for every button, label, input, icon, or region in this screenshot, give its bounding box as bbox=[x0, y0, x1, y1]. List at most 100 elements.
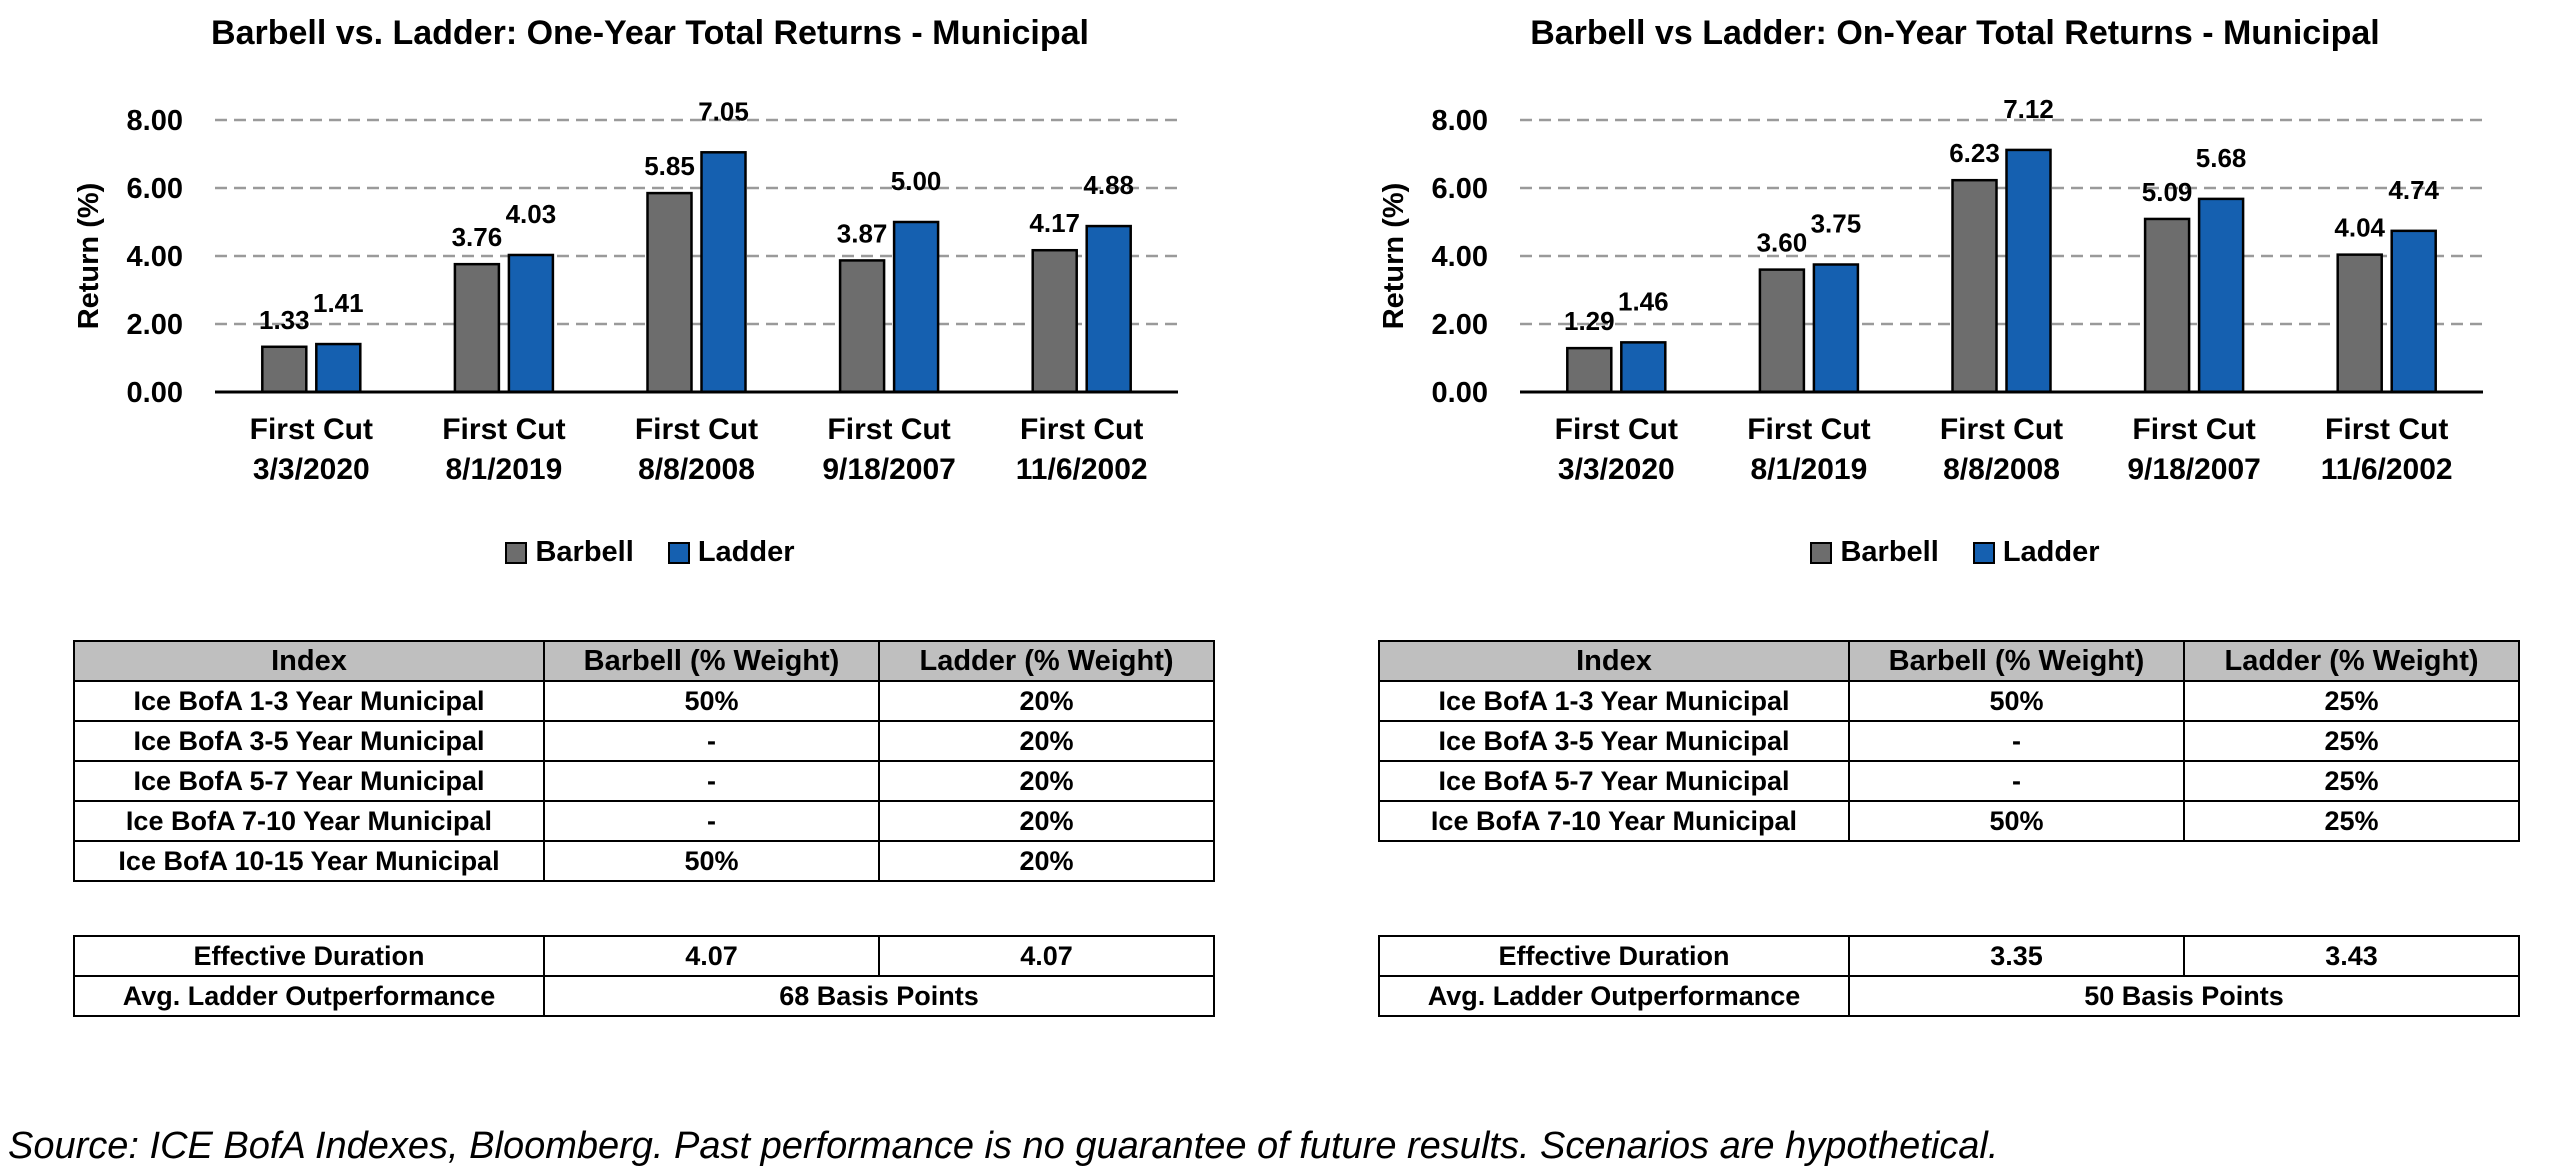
barbell-weight-cell: 50% bbox=[543, 840, 880, 882]
legend-label-ladder: Ladder bbox=[2002, 536, 2100, 568]
ladder-weight-cell: 25% bbox=[2183, 720, 2520, 762]
barbell-weight-cell: - bbox=[1848, 720, 2185, 762]
ladder-weight-cell: 20% bbox=[878, 760, 1215, 802]
y-tick-label: 6.00 bbox=[1432, 173, 1488, 205]
y-tick-label: 0.00 bbox=[127, 377, 183, 409]
barbell-weight-cell: - bbox=[543, 720, 880, 762]
table-row: Ice BofA 7-10 Year Municipal -20% bbox=[73, 800, 1215, 842]
y-tick-label: 8.00 bbox=[127, 105, 183, 137]
barbell-weight-cell: - bbox=[543, 800, 880, 842]
x-tick-label: First Cut bbox=[635, 413, 758, 446]
ladder-weight-cell: 25% bbox=[2183, 800, 2520, 842]
index-name-cell: Ice BofA 3-5 Year Municipal bbox=[73, 720, 545, 762]
header-index: Index bbox=[73, 640, 545, 682]
bar-chart: 0.00 2.00 4.00 6.00 8.00 Return (%) 1.29 3.60 6.… bbox=[1378, 94, 2483, 486]
bar-ladder bbox=[2390, 229, 2437, 394]
data-label: 5.85 bbox=[644, 151, 695, 181]
outperformance-label: Avg. Ladder Outperformance bbox=[73, 975, 545, 1017]
bar-barbell bbox=[1031, 248, 1078, 394]
bar-ladder bbox=[892, 220, 940, 394]
data-label: 4.88 bbox=[1083, 170, 1134, 200]
effective-duration-ladder: 4.07 bbox=[878, 935, 1215, 977]
x-tick-label: 3/3/2020 bbox=[1558, 453, 1675, 486]
bar-ladder bbox=[315, 342, 362, 394]
effective-duration-barbell: 4.07 bbox=[543, 935, 880, 977]
bar-barbell bbox=[1951, 178, 1998, 394]
table-row: Ice BofA 5-7 Year Municipal -20% bbox=[73, 760, 1215, 802]
effective-duration-label: Effective Duration bbox=[1378, 935, 1850, 977]
x-tick-label: 8/1/2019 bbox=[446, 453, 563, 486]
bar-barbell bbox=[453, 262, 501, 394]
bar-chart: 0.00 2.00 4.00 6.00 8.00 Return (%) 1.33 3.76 5.… bbox=[73, 96, 1178, 486]
weights-table: Index Barbell (% Weight) Ladder (% Weigh… bbox=[73, 640, 1215, 882]
x-tick-label: First Cut bbox=[827, 413, 950, 446]
effective-duration-row: Effective Duration 3.35 3.43 bbox=[1378, 935, 2520, 977]
legend-item-barbell: Barbell bbox=[505, 536, 634, 569]
x-tick-label: 11/6/2002 bbox=[2321, 453, 2453, 486]
bar-barbell bbox=[838, 259, 886, 394]
legend-swatch-barbell bbox=[1810, 541, 1833, 564]
bar-ladder bbox=[1085, 224, 1132, 394]
data-label: 3.75 bbox=[1811, 209, 1862, 239]
chart-legend: Barbell Ladder bbox=[1345, 536, 2560, 569]
table-row: Ice BofA 3-5 Year Municipal -20% bbox=[73, 720, 1215, 762]
bar-barbell bbox=[646, 191, 693, 394]
x-tick-label: 3/3/2020 bbox=[253, 453, 370, 486]
data-label: 4.04 bbox=[2334, 213, 2385, 243]
barbell-weight-cell: - bbox=[1848, 760, 2185, 802]
y-tick-label: 4.00 bbox=[127, 241, 183, 273]
index-name-cell: Ice BofA 1-3 Year Municipal bbox=[73, 680, 545, 722]
table-row: Ice BofA 10-15 Year Municipal 50% 20% bbox=[73, 840, 1215, 882]
effective-duration-row: Effective Duration 4.07 4.07 bbox=[73, 935, 1215, 977]
index-name-cell: Ice BofA 10-15 Year Municipal bbox=[73, 840, 545, 882]
legend-label-barbell: Barbell bbox=[1840, 536, 1939, 568]
table-row: Ice BofA 3-5 Year Municipal -25% bbox=[1378, 720, 2520, 762]
bar-ladder bbox=[1620, 341, 1667, 394]
header-ladder: Ladder (% Weight) bbox=[878, 640, 1215, 682]
data-label: 1.33 bbox=[259, 305, 310, 335]
ladder-weight-cell: 20% bbox=[878, 840, 1215, 882]
x-tick-label: First Cut bbox=[1020, 413, 1143, 446]
summary-table: Effective Duration 3.35 3.43 Avg. Ladder… bbox=[1378, 935, 2520, 1017]
barbell-weight-cell: 50% bbox=[543, 680, 880, 722]
data-label: 7.12 bbox=[2003, 94, 2054, 124]
table-header-row: Index Barbell (% Weight) Ladder (% Weigh… bbox=[73, 640, 1215, 682]
data-label: 4.17 bbox=[1029, 208, 1080, 238]
outperformance-row: Avg. Ladder Outperformance 68 Basis Poin… bbox=[73, 975, 1215, 1017]
table-row: Ice BofA 7-10 Year Municipal 50% 25% bbox=[1378, 800, 2520, 842]
bar-barbell bbox=[261, 345, 308, 394]
legend-label-barbell: Barbell bbox=[535, 536, 634, 568]
effective-duration-ladder: 3.43 bbox=[2183, 935, 2520, 977]
table-row: Ice BofA 5-7 Year Municipal -25% bbox=[1378, 760, 2520, 802]
header-barbell: Barbell (% Weight) bbox=[543, 640, 880, 682]
y-tick-label: 2.00 bbox=[1432, 309, 1488, 341]
data-label: 1.46 bbox=[1618, 286, 1669, 316]
bar-barbell bbox=[1758, 268, 1806, 394]
y-tick-label: 8.00 bbox=[1432, 105, 1488, 137]
chart-title: Barbell vs Ladder: On-Year Total Returns… bbox=[1530, 14, 2380, 52]
x-tick-label: First Cut bbox=[250, 413, 373, 446]
bar-ladder bbox=[2197, 197, 2245, 394]
weights-table: Index Barbell (% Weight) Ladder (% Weigh… bbox=[1378, 640, 2520, 842]
y-axis-label: Return (%) bbox=[73, 183, 105, 330]
x-tick-label: First Cut bbox=[1555, 413, 1678, 446]
ladder-weight-cell: 20% bbox=[878, 720, 1215, 762]
barbell-weight-cell: 50% bbox=[1848, 800, 2185, 842]
data-label: 1.41 bbox=[313, 288, 364, 318]
index-name-cell: Ice BofA 5-7 Year Municipal bbox=[73, 760, 545, 802]
outperformance-value: 68 Basis Points bbox=[543, 975, 1215, 1017]
data-label: 3.87 bbox=[837, 218, 888, 248]
x-tick-label: 9/18/2007 bbox=[2127, 453, 2260, 486]
header-barbell: Barbell (% Weight) bbox=[1848, 640, 2185, 682]
data-label: 4.74 bbox=[2388, 175, 2439, 205]
data-label: 3.60 bbox=[1757, 228, 1808, 258]
bar-barbell bbox=[1566, 346, 1613, 394]
y-axis-label: Return (%) bbox=[1378, 183, 1410, 330]
summary-table: Effective Duration 4.07 4.07 Avg. Ladder… bbox=[73, 935, 1215, 1017]
header-ladder: Ladder (% Weight) bbox=[2183, 640, 2520, 682]
index-name-cell: Ice BofA 7-10 Year Municipal bbox=[73, 800, 545, 842]
y-tick-label: 2.00 bbox=[127, 309, 183, 341]
x-tick-label: 8/8/2008 bbox=[1943, 453, 2060, 486]
ladder-weight-cell: 20% bbox=[878, 800, 1215, 842]
outperformance-value: 50 Basis Points bbox=[1848, 975, 2520, 1017]
